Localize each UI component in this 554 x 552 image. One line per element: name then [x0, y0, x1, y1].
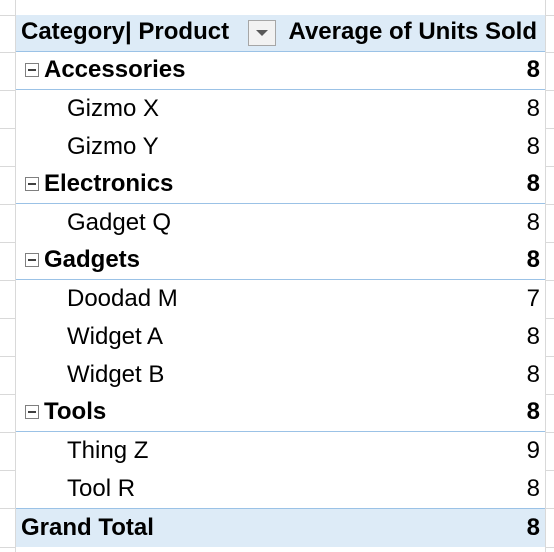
gridline: [546, 128, 554, 129]
collapse-icon[interactable]: [25, 253, 39, 267]
row-labels-filter-button[interactable]: [248, 20, 276, 46]
category-row-accessories[interactable]: Accessories 8: [16, 52, 545, 90]
product-value: 8: [526, 361, 540, 388]
collapse-icon[interactable]: [25, 177, 39, 191]
row-labels-header[interactable]: Category| Product: [21, 18, 230, 45]
gridline: [546, 394, 554, 395]
gridline: [0, 394, 16, 395]
category-label: Electronics: [44, 170, 174, 197]
category-label: Tools: [44, 398, 107, 425]
category-row-gadgets[interactable]: Gadgets 8: [16, 242, 545, 280]
category-value: 8: [526, 170, 540, 197]
category-row-electronics[interactable]: Electronics 8: [16, 166, 545, 204]
gridline: [546, 52, 554, 53]
gridline: [0, 52, 16, 53]
product-value: 8: [526, 323, 540, 350]
gridline: [0, 242, 16, 243]
values-header[interactable]: Average of Units Sold: [288, 18, 537, 45]
category-row-tools[interactable]: Tools 8: [16, 394, 545, 432]
product-label: Widget B: [67, 361, 165, 388]
product-label: Doodad M: [67, 285, 178, 312]
product-value: 8: [526, 95, 540, 122]
collapse-icon[interactable]: [25, 63, 39, 77]
gridline: [546, 547, 554, 548]
gridline: [546, 280, 554, 281]
gridline: [0, 15, 16, 16]
product-value: 7: [526, 285, 540, 312]
product-row[interactable]: Tool R 8: [16, 470, 545, 508]
gridline: [546, 242, 554, 243]
product-row[interactable]: Doodad M 7: [16, 280, 545, 318]
gridline: [546, 318, 554, 319]
gridline: [0, 90, 16, 91]
gridline: [0, 547, 16, 548]
gridline: [546, 166, 554, 167]
gridline: [0, 318, 16, 319]
gridline: [0, 432, 16, 433]
product-value: 8: [526, 209, 540, 236]
product-value: 8: [526, 475, 540, 502]
gridline: [0, 356, 16, 357]
product-row[interactable]: Thing Z 9: [16, 432, 545, 470]
category-value: 8: [526, 56, 540, 83]
product-label: Tool R: [67, 475, 136, 502]
product-value: 9: [526, 437, 540, 464]
grand-total-label: Grand Total: [21, 514, 154, 541]
gridline: [546, 470, 554, 471]
collapse-icon[interactable]: [25, 405, 39, 419]
product-label: Gizmo Y: [67, 133, 159, 160]
gridline: [0, 166, 16, 167]
product-label: Gizmo X: [67, 95, 160, 122]
gridline: [546, 508, 554, 509]
product-label: Gadget Q: [67, 209, 172, 236]
grand-total-value: 8: [526, 514, 540, 541]
product-label: Widget A: [67, 323, 164, 350]
gridline: [546, 356, 554, 357]
pivot-table: Category| Product Average of Units Sold …: [16, 15, 545, 547]
gridline: [0, 204, 16, 205]
category-label: Gadgets: [44, 246, 141, 273]
category-label: Accessories: [44, 56, 186, 83]
product-value: 8: [526, 133, 540, 160]
product-row[interactable]: Widget B 8: [16, 356, 545, 394]
gridline: [0, 128, 16, 129]
gridline: [546, 15, 554, 16]
gridline: [0, 280, 16, 281]
gridline: [546, 204, 554, 205]
product-row[interactable]: Gadget Q 8: [16, 204, 545, 242]
gridline: [0, 470, 16, 471]
gridline: [0, 508, 16, 509]
category-value: 8: [526, 398, 540, 425]
category-value: 8: [526, 246, 540, 273]
product-row[interactable]: Gizmo Y 8: [16, 128, 545, 166]
product-label: Thing Z: [67, 437, 149, 464]
grand-total-row[interactable]: Grand Total 8: [16, 508, 545, 547]
gridline: [546, 432, 554, 433]
dropdown-arrow-icon: [256, 30, 268, 36]
gridline: [546, 90, 554, 91]
pivot-header-row: Category| Product Average of Units Sold: [16, 15, 545, 52]
product-row[interactable]: Widget A 8: [16, 318, 545, 356]
product-row[interactable]: Gizmo X 8: [16, 90, 545, 128]
